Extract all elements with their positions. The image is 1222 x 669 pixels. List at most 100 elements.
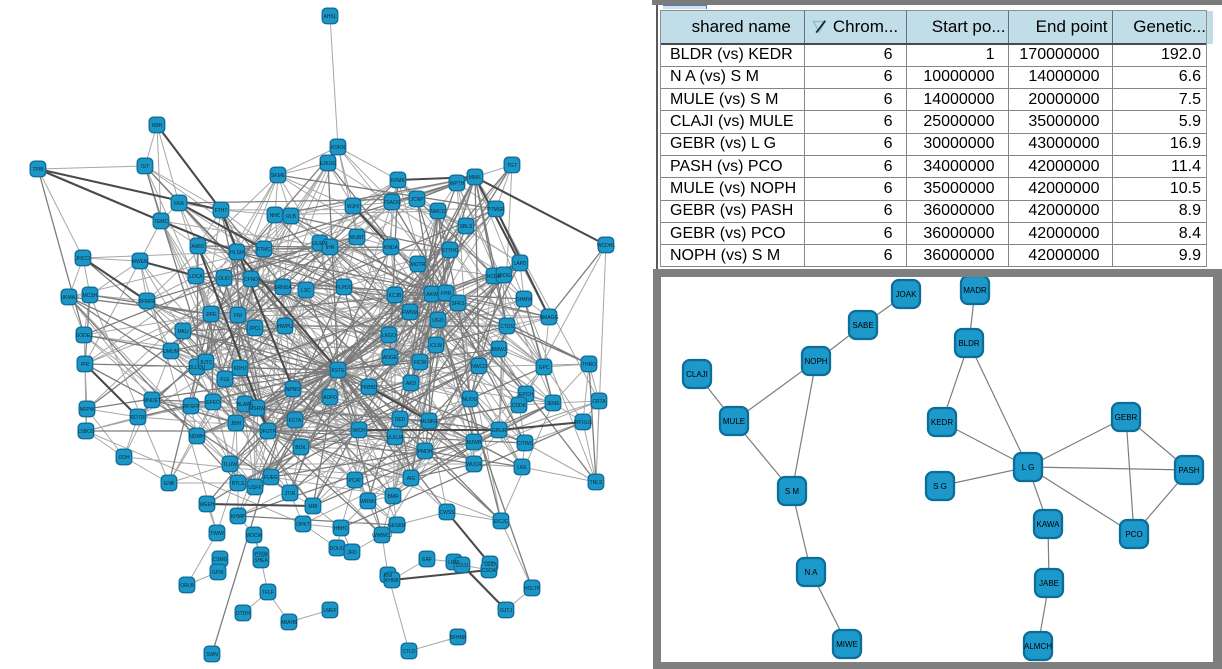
svg-text:MNUET: MNUET (143, 398, 161, 404)
svg-text:KCJB: KCJB (389, 293, 402, 299)
svg-text:TLUW: TLUW (223, 462, 237, 468)
svg-text:NHC: NHC (270, 213, 281, 219)
svg-text:WWWCJ: WWWCJ (372, 533, 393, 539)
svg-text:KOKN: KOKN (331, 145, 346, 151)
svg-text:BFHRB: BFHRB (450, 635, 468, 641)
svg-text:CFNO: CFNO (244, 277, 258, 283)
svg-text:AKD: AKD (406, 381, 417, 387)
svg-text:WCDHL: WCDHL (597, 243, 616, 249)
svg-text:MCSH: MCSH (83, 293, 98, 299)
svg-text:CSOA: CSOA (482, 568, 497, 574)
svg-text:SKME: SKME (271, 173, 286, 179)
svg-text:ALMCH: ALMCH (1024, 642, 1052, 651)
svg-text:STTHO: STTHO (442, 248, 459, 254)
svg-text:WFSFP: WFSFP (182, 404, 200, 410)
svg-text:KFMK: KFMK (391, 178, 406, 184)
svg-text:RFMFE: RFMFE (138, 299, 156, 305)
svg-text:WJHI: WJHI (347, 204, 359, 210)
svg-text:AKW: AKW (426, 292, 438, 298)
svg-text:SWN: SWN (206, 652, 218, 658)
svg-text:KDHJ: KDHJ (233, 366, 247, 372)
svg-text:MIML: MIML (469, 175, 482, 181)
svg-text:AWIO: AWIO (191, 244, 204, 250)
svg-text:SFKS: SFKS (451, 301, 465, 307)
svg-text:PKBBD: PKBBD (361, 385, 378, 391)
svg-text:KSTE: KSTE (331, 368, 345, 374)
svg-text:GJTJ: GJTJ (500, 608, 512, 614)
svg-text:PCO: PCO (1125, 530, 1142, 539)
svg-text:UUUM: UUUM (313, 241, 328, 247)
svg-text:HLSM: HLSM (230, 250, 244, 256)
svg-text:LRRI: LRRI (448, 560, 459, 566)
svg-text:KNDA: KNDA (384, 245, 399, 251)
svg-text:CDDK: CDDK (512, 403, 527, 409)
svg-text:HOLTP: HOLTP (524, 586, 541, 592)
svg-text:IWCH: IWCH (352, 428, 366, 434)
svg-text:NOPH: NOPH (804, 357, 827, 366)
svg-text:CRTA: CRTA (592, 399, 606, 405)
svg-text:GEBR: GEBR (1115, 413, 1138, 422)
svg-text:GPC: GPC (539, 365, 550, 371)
svg-text:SBLS: SBLS (460, 224, 473, 230)
svg-text:AIG: AIG (407, 476, 416, 482)
svg-text:PTMSR: PTMSR (487, 207, 505, 213)
svg-text:LKE: LKE (517, 465, 527, 471)
svg-text:FWNM: FWNM (402, 310, 418, 316)
svg-text:TEMC: TEMC (154, 219, 169, 225)
svg-text:SABE: SABE (852, 321, 873, 330)
svg-text:NDWH: NDWH (189, 434, 205, 440)
svg-text:LSBOS: LSBOS (78, 429, 95, 435)
svg-text:MLNKE: MLNKE (420, 419, 438, 425)
svg-text:AHSL: AHSL (323, 14, 336, 20)
svg-text:UMUM: UMUM (163, 349, 179, 355)
svg-text:ABAHB: ABAHB (281, 620, 299, 626)
svg-text:DOUU: DOUU (330, 546, 345, 552)
svg-text:OPKT: OPKT (296, 522, 310, 528)
svg-text:USFK: USFK (248, 485, 262, 491)
svg-text:BLAPE: BLAPE (237, 402, 254, 408)
svg-text:ANGE: ANGE (383, 355, 398, 361)
svg-text:COW: COW (255, 553, 268, 559)
svg-text:OHMW: OHMW (516, 297, 533, 303)
svg-text:COJJ: COJJ (456, 563, 469, 569)
svg-text:LKGO: LKGO (382, 333, 396, 339)
svg-text:EICJC: EICJC (494, 519, 509, 525)
svg-text:MWEM: MWEM (132, 259, 148, 265)
svg-text:JTIR: JTIR (285, 491, 296, 497)
svg-text:JPCL: JPCL (249, 326, 261, 332)
svg-text:JEME: JEME (546, 401, 560, 407)
svg-text:S M: S M (785, 487, 800, 496)
svg-text:HWPU: HWPU (277, 324, 293, 330)
svg-text:N A: N A (805, 568, 819, 577)
svg-text:CSMG: CSMG (213, 557, 228, 563)
svg-text:L G: L G (1022, 463, 1035, 472)
svg-text:FTMC: FTMC (257, 247, 271, 253)
svg-text:MJWB: MJWB (467, 440, 482, 446)
svg-text:RBH: RBH (152, 123, 163, 129)
svg-text:NPNO: NPNO (286, 387, 301, 393)
svg-text:ORLB: ORLB (180, 583, 194, 589)
svg-text:MOCW: MOCW (246, 533, 263, 539)
svg-text:SRNDA: SRNDA (274, 285, 292, 291)
svg-text:KHNK: KHNK (385, 578, 400, 584)
svg-text:BMWJ: BMWJ (492, 347, 507, 353)
svg-text:NMCO: NMCO (430, 209, 445, 215)
svg-text:WUBT: WUBT (350, 235, 365, 241)
svg-text:JIPE: JIPE (206, 312, 217, 318)
svg-text:TGT: TGT (507, 163, 517, 169)
svg-text:JHCCI: JHCCI (76, 256, 91, 262)
svg-text:EFKO: EFKO (206, 400, 220, 406)
svg-text:IHR: IHR (326, 245, 335, 251)
svg-text:BLDR: BLDR (958, 339, 980, 348)
svg-text:BTLS: BTLS (232, 481, 245, 487)
svg-text:ADFO: ADFO (323, 395, 337, 401)
svg-text:CITWC: CITWC (517, 441, 534, 447)
svg-text:SHEA: SHEA (254, 558, 268, 564)
svg-text:FKA: FKA (174, 201, 184, 207)
svg-text:OLID: OLID (218, 276, 230, 282)
svg-text:UUUJA: UUUJA (387, 435, 404, 441)
svg-text:BMR: BMR (387, 494, 399, 500)
svg-text:TPIB: TPIB (32, 167, 44, 173)
svg-text:NWCD: NWCD (471, 364, 487, 370)
svg-text:S G: S G (933, 482, 947, 491)
